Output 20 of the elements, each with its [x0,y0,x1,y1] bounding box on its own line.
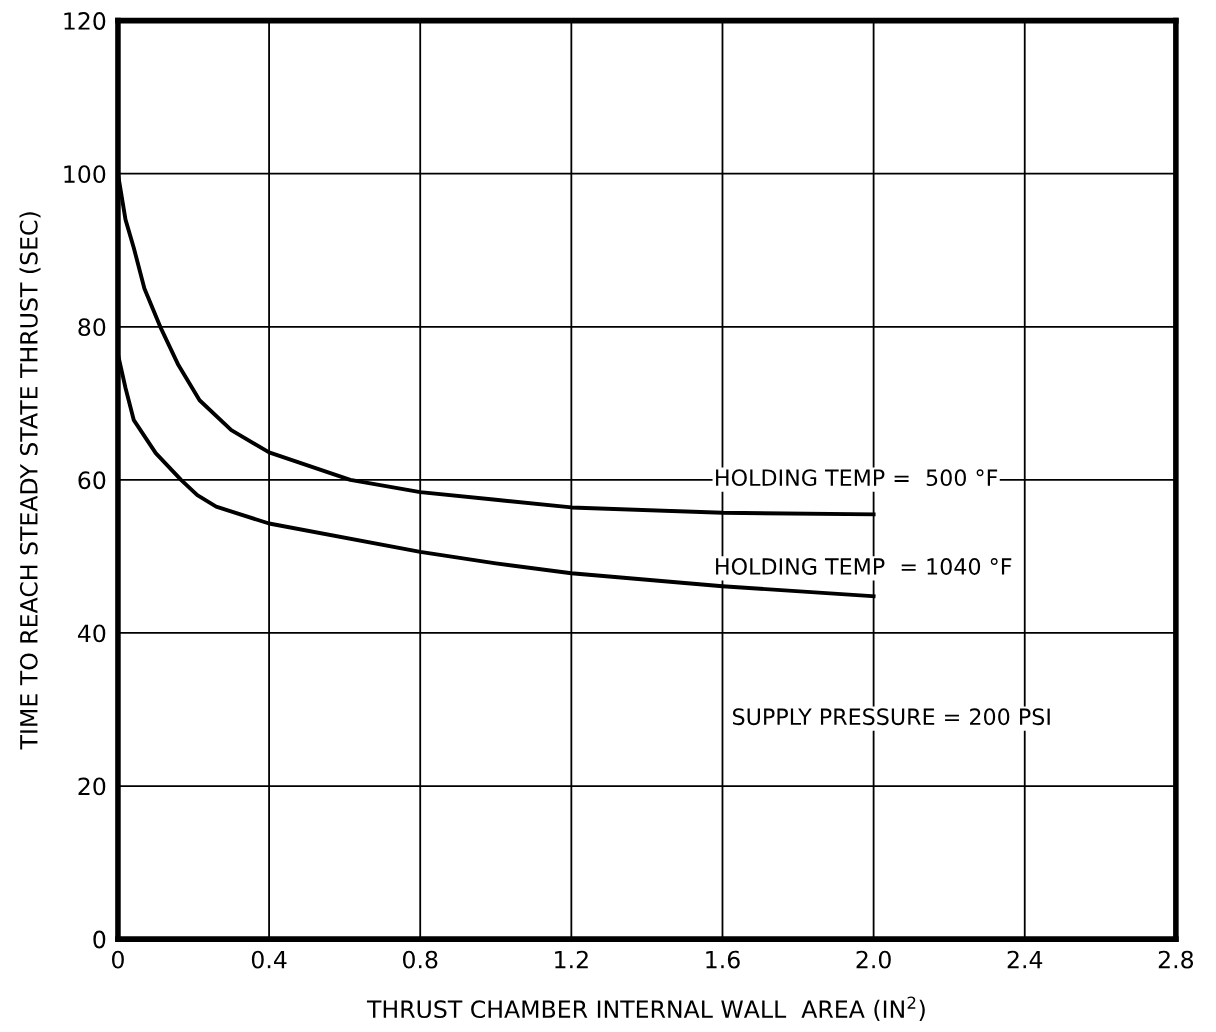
x-tick-label: 2.8 [1158,950,1194,969]
series-label: HOLDING TEMP = 1040 °F [716,558,1012,575]
x-tick-label: 1.6 [706,950,740,969]
x-tick-label: 0.4 [251,950,287,969]
x-tick-label: 2.0 [856,950,891,969]
y-tick-label: 80 [78,318,106,337]
y-tick-label: 100 [64,165,106,184]
x-tick-label: 0 [112,950,124,969]
y-tick-label: 0 [93,930,106,949]
x-axis-title: THRUST CHAMBER INTERNAL WALL AREA (IN$^{2}$) [366,996,925,1021]
x-tick-label: 2.4 [1007,950,1043,969]
series-label: HOLDING TEMP = 500 °F [716,469,998,487]
y-tick-label: 40 [77,624,106,643]
y-tick-label: 120 [64,12,106,30]
annotation: SUPPLY PRESSURE = 200 PSI [733,708,1050,726]
x-tick-label: 0.8 [403,950,438,969]
y-tick-label: 60 [78,471,106,490]
y-tick-label: 20 [78,777,106,796]
y-axis-title: TIME TO REACH STEADY STATE THRUST (SEC) [19,212,41,750]
x-tick-label: 1.2 [555,950,588,969]
